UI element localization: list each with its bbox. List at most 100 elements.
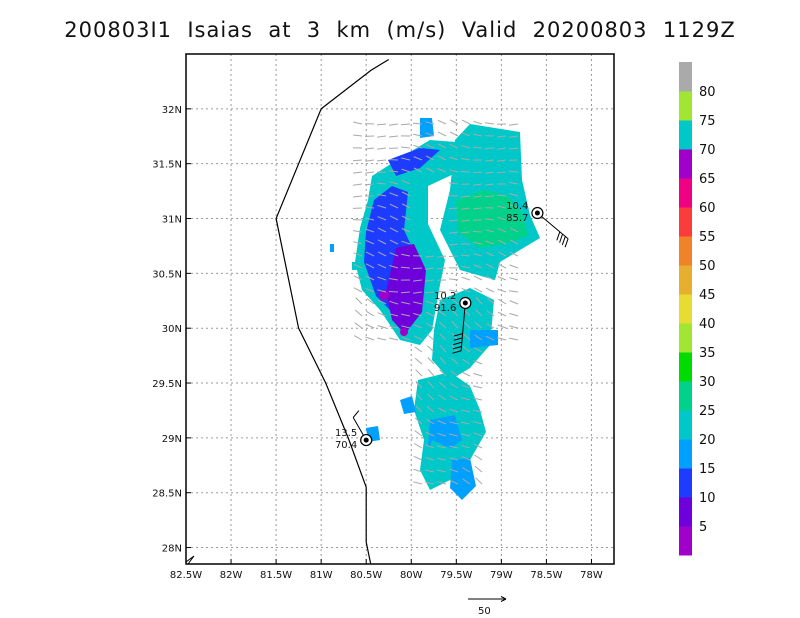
wind-vector — [497, 216, 507, 221]
wind-vector — [401, 325, 411, 329]
wind-vector — [389, 265, 399, 269]
color-bar-segment — [679, 265, 692, 295]
wind-vector — [400, 291, 411, 294]
wind-vector — [449, 468, 459, 473]
wind-vector — [424, 291, 435, 294]
color-bar-label: 15 — [699, 462, 716, 477]
wind-vector — [366, 310, 375, 317]
wind-vector — [509, 290, 519, 293]
wind-vector — [449, 457, 459, 461]
wind-barb-feather — [453, 337, 463, 341]
wind-barb-feather — [453, 333, 463, 337]
color-bar-label: 60 — [699, 201, 716, 216]
wind-vector — [376, 159, 387, 162]
wind-vector — [438, 310, 447, 317]
wind-barb-staff — [460, 302, 466, 351]
wind-vector — [462, 346, 471, 353]
color-bar-label: 80 — [699, 85, 716, 100]
wind-vector — [401, 191, 411, 197]
wind-vector — [474, 465, 483, 473]
wind-vector — [485, 335, 495, 341]
wind-vector — [439, 333, 447, 341]
wind-vector — [377, 227, 387, 233]
wind-vector — [472, 230, 483, 233]
wind-vector — [377, 325, 387, 329]
wind-vector — [355, 297, 363, 305]
wind-vector — [426, 406, 435, 413]
wind-vector — [473, 275, 483, 281]
color-bar-label: 45 — [699, 288, 716, 303]
color-bar-label: 10 — [699, 491, 716, 506]
wind-vector — [485, 229, 495, 233]
wind-vector — [425, 167, 435, 173]
wind-vector — [413, 481, 423, 485]
wind-vector — [474, 321, 483, 329]
wind-vector — [413, 279, 423, 282]
wind-vector — [509, 312, 519, 317]
wind-vector — [436, 290, 447, 293]
wind-vector — [377, 289, 387, 293]
wind-vector — [475, 477, 483, 485]
wind-vector — [461, 371, 471, 377]
wind-vector — [365, 251, 375, 257]
color-bar-label: 30 — [699, 375, 716, 390]
wind-vector — [425, 431, 435, 437]
wind-vector — [462, 478, 471, 485]
color-bar-label: 40 — [699, 317, 716, 332]
wind-vector — [461, 145, 471, 149]
wind-vector — [414, 346, 423, 353]
station-value-bottom: 91.6 — [434, 303, 456, 314]
color-bar-label: 35 — [699, 346, 716, 361]
wind-vector — [389, 170, 399, 173]
wind-vector — [365, 239, 375, 245]
wind-vector — [438, 321, 447, 329]
wind-vector — [413, 156, 423, 161]
wind-vector — [474, 334, 483, 341]
wind-vector — [353, 121, 363, 125]
wind-vector — [365, 147, 375, 150]
color-bar-segment — [679, 410, 692, 440]
wind-vector — [497, 251, 507, 257]
color-bar-label: 65 — [699, 172, 716, 187]
wind-vector — [498, 298, 507, 305]
color-bar-segment — [679, 62, 692, 92]
wind-vector — [449, 119, 459, 125]
wind-vector — [509, 300, 519, 305]
wind-vector — [509, 239, 519, 245]
wind-vector — [413, 455, 423, 461]
wind-vector — [352, 159, 363, 162]
station-value-top: 10.4 — [506, 201, 528, 212]
wind-vector — [353, 287, 363, 293]
wind-vector — [414, 417, 423, 425]
wind-vector — [389, 313, 399, 317]
wind-vector — [463, 333, 471, 341]
wind-vector — [485, 323, 495, 329]
y-tick-label: 28.5N — [152, 489, 182, 500]
wind-vector — [508, 170, 519, 173]
wind-vector — [473, 133, 483, 137]
color-bar-segment — [679, 526, 692, 556]
wind-vector — [449, 131, 459, 137]
wind-vector — [437, 432, 447, 437]
wind-vector — [437, 469, 447, 473]
wind-vector — [401, 168, 411, 173]
wind-vector — [401, 179, 411, 185]
wind-vector — [449, 445, 459, 449]
wind-vector — [354, 322, 363, 329]
wind-vector — [473, 360, 483, 365]
wind-speed-region — [400, 328, 408, 336]
color-bar-label: 50 — [699, 259, 716, 274]
x-tick-label: 78.5W — [530, 570, 562, 581]
wind-vector — [509, 193, 519, 197]
wind-vector — [497, 275, 507, 281]
wind-vector — [473, 253, 483, 257]
wind-vector — [449, 395, 459, 401]
wind-vector — [425, 279, 435, 282]
wind-vector — [427, 381, 435, 389]
wind-vector — [437, 481, 447, 485]
color-bar-segment — [679, 352, 692, 382]
reference-arrow-head — [500, 596, 507, 602]
wind-speed-region — [386, 244, 426, 334]
wind-vector — [485, 159, 495, 162]
wind-vector — [473, 347, 483, 353]
